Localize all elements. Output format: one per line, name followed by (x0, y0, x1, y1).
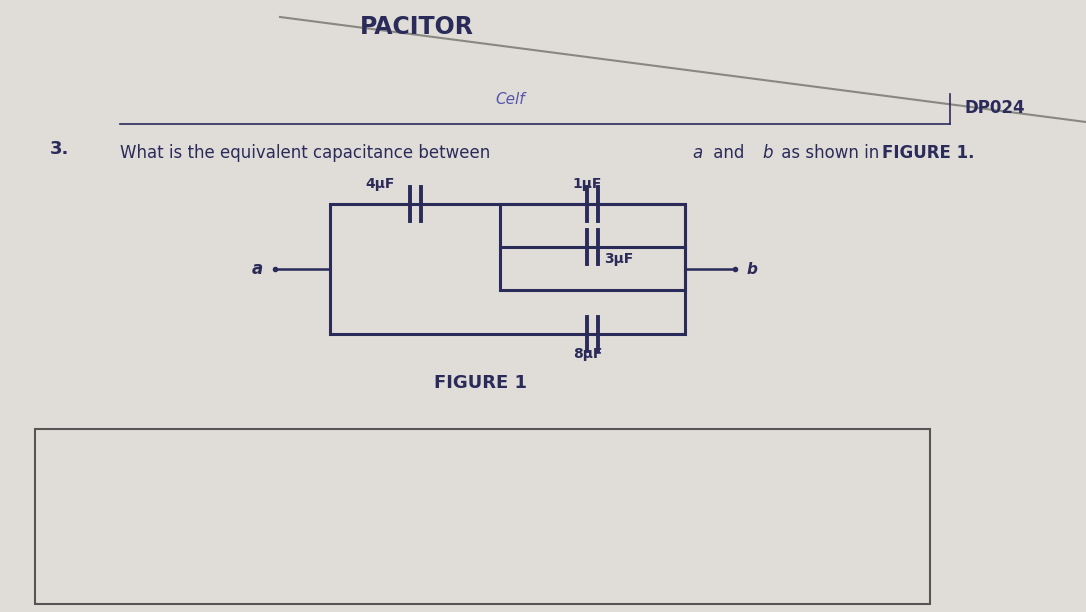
Text: DP024: DP024 (965, 99, 1025, 117)
Text: b: b (747, 261, 758, 277)
Text: 3.: 3. (50, 140, 70, 158)
Text: 4μF: 4μF (365, 177, 394, 191)
Bar (500, 204, 685, 290)
Text: 8μF: 8μF (572, 347, 603, 361)
Text: FIGURE 1: FIGURE 1 (433, 374, 527, 392)
Text: a: a (692, 144, 703, 162)
Text: What is the equivalent capacitance between: What is the equivalent capacitance betwe… (119, 144, 495, 162)
Text: 3μF: 3μF (605, 252, 634, 266)
Text: PACITOR: PACITOR (359, 15, 473, 39)
Text: FIGURE 1.: FIGURE 1. (882, 144, 974, 162)
Text: 1μF: 1μF (572, 177, 603, 191)
Text: b: b (762, 144, 772, 162)
Text: a: a (252, 260, 263, 278)
Bar (330, 204, 685, 334)
Text: Celf: Celf (495, 92, 525, 107)
Text: and: and (708, 144, 749, 162)
Bar (35, 429, 930, 604)
Text: as shown in: as shown in (776, 144, 884, 162)
